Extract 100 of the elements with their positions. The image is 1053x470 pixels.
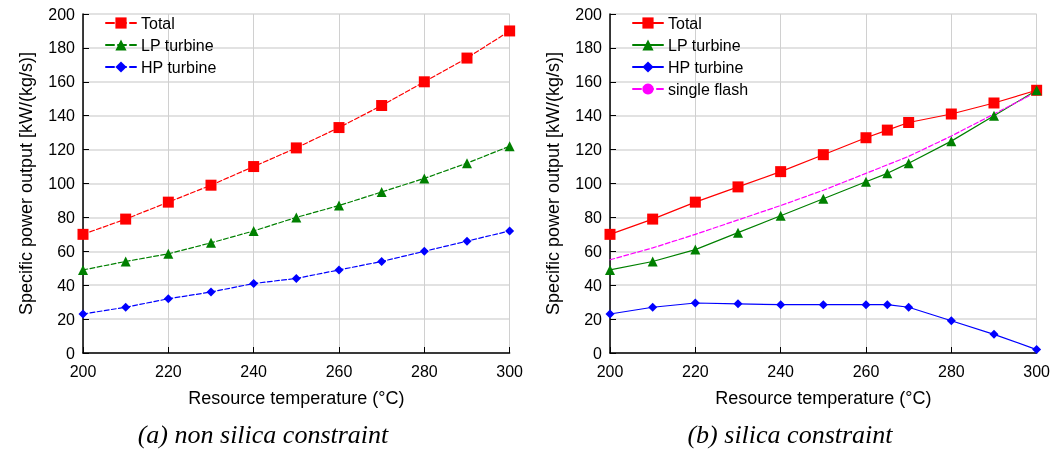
point — [290, 142, 302, 154]
y-tick-label: 160 — [48, 73, 76, 91]
point — [120, 213, 132, 225]
x-tick-label: 280 — [410, 362, 438, 380]
y-tick-label: 60 — [584, 242, 603, 260]
point — [988, 110, 999, 121]
legend-label: HP turbine — [668, 58, 744, 76]
point — [882, 300, 892, 310]
y-tick-label: 40 — [57, 276, 76, 294]
y-tick-label: 140 — [48, 107, 76, 125]
y-tick-label: 0 — [66, 344, 76, 362]
point — [418, 76, 430, 88]
point — [78, 264, 88, 275]
point — [206, 237, 216, 248]
x-tick-label: 300 — [1023, 362, 1051, 380]
x-tick-label: 200 — [596, 362, 624, 380]
y-tick-label: 60 — [57, 242, 76, 260]
point — [376, 186, 387, 197]
x-axis-title: Resource temperature (°C) — [188, 388, 405, 408]
y-tick-label: 20 — [584, 310, 603, 328]
y-tick-label: 140 — [575, 107, 603, 125]
point — [333, 122, 345, 134]
point — [163, 248, 174, 259]
point — [334, 265, 344, 275]
point — [945, 108, 957, 120]
point — [903, 116, 915, 128]
point — [690, 244, 701, 255]
point — [333, 200, 344, 211]
point — [775, 166, 787, 178]
x-tick-label: 280 — [937, 362, 965, 380]
point — [882, 168, 893, 179]
point — [419, 173, 430, 184]
point — [163, 294, 173, 304]
point — [648, 302, 658, 312]
y-tick-label: 80 — [584, 208, 603, 226]
point — [690, 298, 700, 308]
point — [205, 179, 217, 191]
y-tick-label: 200 — [575, 5, 603, 23]
legend-label: LP turbine — [141, 36, 214, 54]
point — [291, 212, 302, 223]
x-tick-label: 200 — [69, 362, 97, 380]
point — [861, 300, 871, 310]
y-tick-label: 120 — [48, 141, 76, 159]
x-tick-label: 260 — [852, 362, 880, 380]
y-tick-label: 120 — [575, 141, 603, 159]
point — [291, 273, 301, 283]
legend-label: LP turbine — [668, 36, 741, 54]
y-tick-label: 80 — [57, 208, 76, 226]
point — [78, 309, 88, 319]
point — [733, 227, 743, 238]
point — [881, 124, 893, 136]
point — [818, 300, 828, 310]
legend-label: Total — [141, 14, 175, 32]
point — [461, 52, 473, 64]
y-tick-label: 180 — [575, 39, 603, 57]
point — [647, 256, 658, 267]
y-tick-label: 160 — [575, 73, 603, 91]
point — [605, 309, 615, 319]
point — [946, 316, 956, 326]
y-tick-label: 20 — [57, 310, 76, 328]
point — [605, 264, 615, 275]
point — [377, 256, 387, 266]
point — [776, 300, 786, 310]
point — [647, 213, 659, 225]
point — [1032, 345, 1042, 355]
point — [419, 246, 429, 256]
x-tick-label: 240 — [767, 362, 795, 380]
y-axis-title: Specific power output [kW/(kg/s)] — [543, 51, 563, 316]
point — [206, 287, 216, 297]
y-tick-label: 0 — [593, 344, 603, 362]
point — [818, 193, 829, 204]
x-tick-label: 220 — [154, 362, 182, 380]
point — [120, 256, 131, 267]
point — [121, 302, 131, 312]
point — [248, 161, 260, 173]
point — [461, 158, 472, 169]
y-tick-label: 100 — [48, 175, 76, 192]
y-tick-label: 200 — [48, 5, 76, 23]
point — [604, 228, 616, 240]
point — [505, 226, 515, 236]
point — [946, 136, 957, 147]
point — [248, 225, 259, 236]
y-tick-label: 180 — [48, 39, 76, 57]
x-tick-label: 240 — [240, 362, 268, 380]
point — [504, 25, 516, 37]
point — [249, 279, 259, 289]
point — [903, 158, 914, 169]
point — [504, 141, 515, 152]
text: (a) non silica constraint — [136, 420, 390, 450]
point — [988, 97, 1000, 109]
x-tick-label: 260 — [325, 362, 353, 380]
x-tick-label: 300 — [496, 362, 524, 380]
y-tick-label: 100 — [575, 175, 603, 192]
x-axis-title: Resource temperature (°C) — [715, 388, 932, 408]
x-tick-label: 220 — [681, 362, 709, 380]
point — [376, 100, 388, 112]
point — [462, 236, 472, 246]
point — [77, 228, 89, 240]
point — [733, 299, 743, 309]
point — [860, 176, 871, 187]
